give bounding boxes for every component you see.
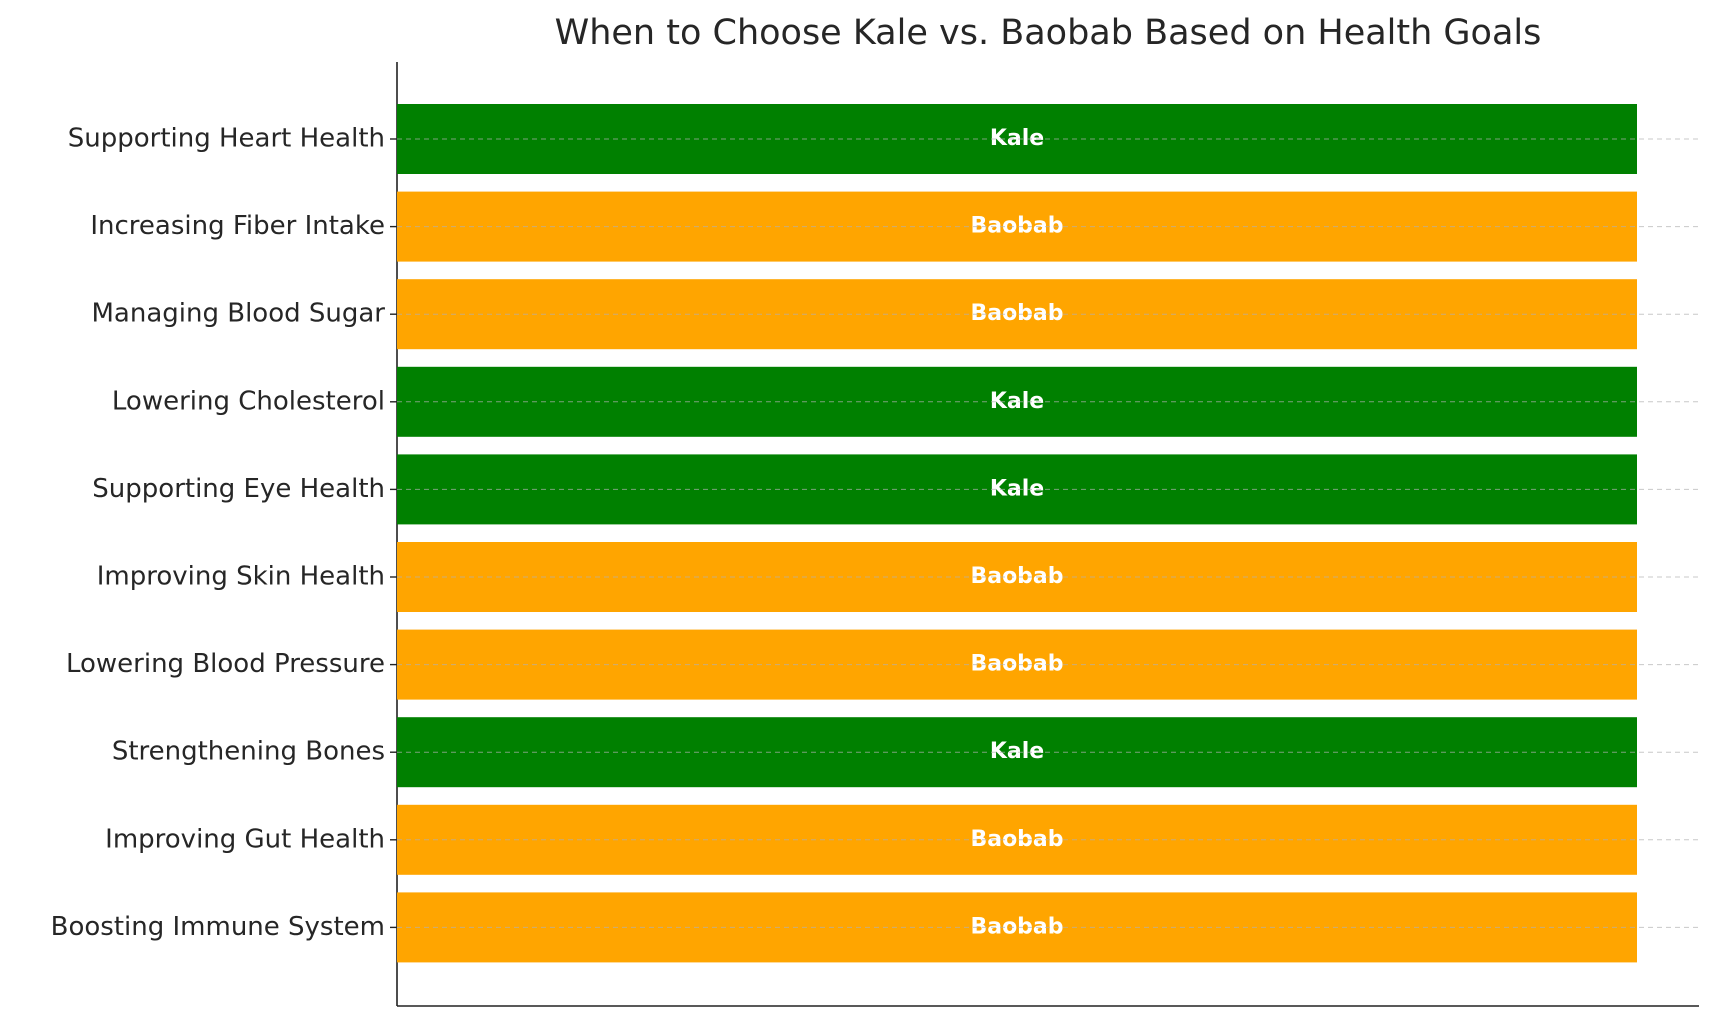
bar xyxy=(397,542,1637,612)
bar xyxy=(397,279,1637,350)
bar xyxy=(397,804,1637,875)
chart-title: When to Choose Kale vs. Baobab Based on … xyxy=(555,13,1542,53)
bar-label: Kale xyxy=(990,389,1044,414)
bar xyxy=(397,104,1637,174)
y-tick-label: Managing Blood Sugar xyxy=(91,299,385,329)
bar xyxy=(397,366,1637,437)
bar xyxy=(397,892,1637,963)
bar xyxy=(397,191,1637,262)
y-tick-label: Lowering Cholesterol xyxy=(112,386,385,416)
y-tick-label: Supporting Heart Health xyxy=(68,124,385,154)
bar xyxy=(397,629,1637,700)
y-tick-label: Strengthening Bones xyxy=(112,737,385,767)
bar-label: Kale xyxy=(990,126,1044,151)
bar-label: Kale xyxy=(990,739,1044,764)
y-tick-label: Improving Skin Health xyxy=(97,562,385,592)
y-tick-label: Lowering Blood Pressure xyxy=(66,649,385,679)
bar xyxy=(397,717,1637,788)
y-tick-label: Supporting Eye Health xyxy=(92,474,385,504)
y-tick-label: Boosting Immune System xyxy=(51,912,385,942)
y-tick-label: Increasing Fiber Intake xyxy=(90,211,385,241)
bar xyxy=(397,454,1637,525)
y-tick-label: Improving Gut Health xyxy=(105,824,385,854)
bar-label: Kale xyxy=(990,476,1044,501)
